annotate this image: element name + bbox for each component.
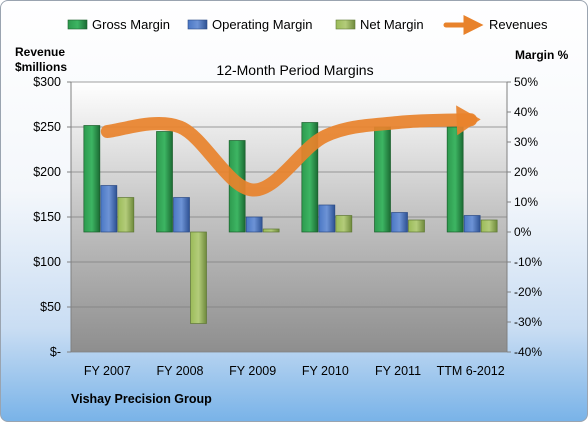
legend-swatch-gross-margin [67,19,88,30]
left-axis: $- $50 $100 $150 $200 $250 $300 [33,75,71,359]
legend-label-operating-margin: Operating Margin [212,17,312,32]
bar-net-margin [408,219,425,233]
right-tick-label: -40% [514,345,542,359]
left-tick-label: $250 [33,120,61,134]
left-tick-label: $100 [33,255,61,269]
legend-swatch-net-margin [335,19,356,30]
left-tick-label: $50 [40,300,61,314]
right-tick-label: 10% [514,195,538,209]
x-tick-label: FY 2010 [302,364,349,378]
right-axis: -40% -30% -20% -10% 0% 10% 20% 30% 40% 50% [507,75,542,359]
footer-label: Vishay Precision Group [71,392,212,406]
left-axis-title-line2: $millions [15,60,67,74]
left-tick-label: $200 [33,165,61,179]
legend-swatch-operating-margin [187,19,208,30]
bar-net-margin [262,228,280,233]
right-tick-label: -30% [514,315,542,329]
right-tick-label: 0% [514,225,532,239]
bar-gross-margin [156,131,173,233]
chart-title: 12-Month Period Margins [216,62,373,78]
legend-label-gross-margin: Gross Margin [92,17,170,32]
x-axis: FY 2007 FY 2008 FY 2009 FY 2010 FY 2011 TTM 6… [84,364,505,378]
right-tick-label: -10% [514,255,542,269]
bar-net-margin [480,219,498,233]
x-tick-label: FY 2007 [84,364,131,378]
revenue-line [100,105,481,197]
x-tick-label: TTM 6-2012 [437,364,505,378]
left-tick-label: $- [50,345,61,359]
bar-gross-margin [83,125,101,233]
right-tick-label: 30% [514,135,538,149]
right-tick-label: 20% [514,165,538,179]
bar-operating-margin [245,216,263,233]
bar-operating-margin [463,215,481,233]
x-tick-label: FY 2008 [156,364,203,378]
legend: Gross Margin Operating Margin Net Margin… [67,15,548,35]
right-tick-label: 50% [514,75,538,89]
bar-net-margin [117,197,135,233]
x-tick-label: FY 2011 [375,364,421,378]
bar-gross-margin [374,126,391,233]
left-tick-label: $300 [33,75,61,89]
legend-label-revenues: Revenues [489,17,548,32]
revenue-series-line [100,113,478,197]
right-axis-title: Margin % [515,48,569,62]
bar-net-margin [335,215,353,233]
right-tick-label: 40% [514,105,538,119]
bar-operating-margin [173,197,190,233]
x-tick-label: FY 2009 [229,364,276,378]
left-tick-label: $150 [33,210,61,224]
bar-operating-margin [391,212,408,233]
right-tick-label: -20% [514,285,542,299]
bar-operating-margin [318,204,336,233]
left-axis-title-line1: Revenue [15,45,65,59]
legend-label-net-margin: Net Margin [360,17,424,32]
bar-gross-margin [446,126,464,233]
bar-operating-margin [100,185,118,233]
bar-net-margin [190,231,207,324]
revenue-arrowhead [456,105,481,136]
